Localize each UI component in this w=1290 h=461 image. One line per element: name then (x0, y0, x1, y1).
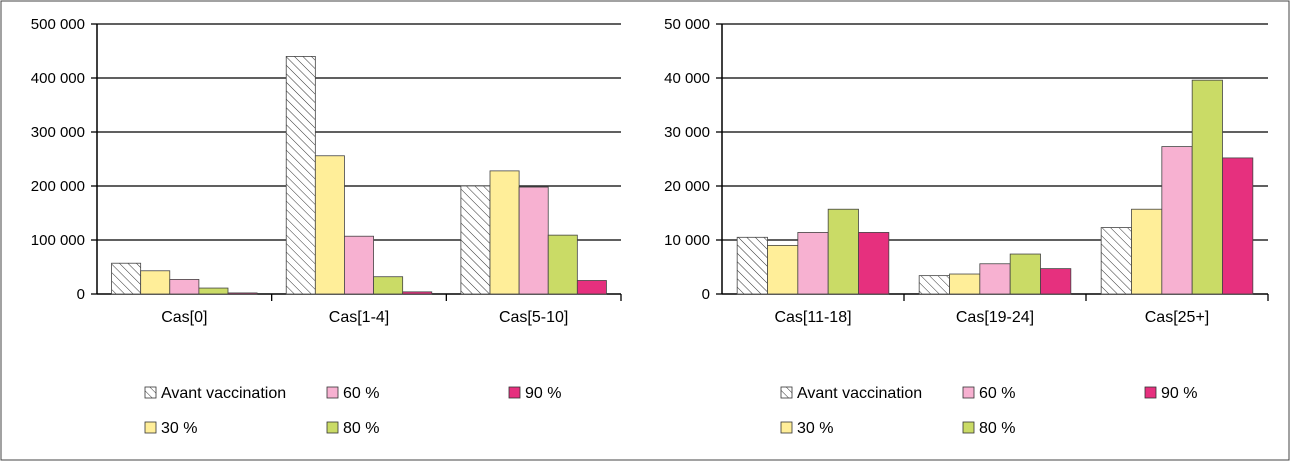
legend-swatch-80 (962, 421, 975, 434)
y-tick-label: 10 000 (664, 232, 710, 249)
legend-swatch-90 (508, 386, 521, 399)
x-category-label: Cas[1-4] (329, 309, 389, 326)
legend-label-80: 80 % (343, 420, 379, 437)
bar-60 (344, 235, 374, 295)
bar-30 (767, 244, 799, 295)
legend-label-80: 80 % (979, 420, 1015, 437)
bar-30 (140, 270, 171, 295)
bar-60 (797, 232, 829, 295)
bar-60 (518, 186, 549, 295)
bar-80 (373, 276, 404, 295)
legend-swatch-60 (326, 386, 339, 399)
legend-swatch-avant-vaccination (780, 386, 793, 399)
legend-swatch-30 (780, 421, 793, 434)
bar-90 (1040, 268, 1072, 295)
bar-90 (858, 232, 890, 295)
legend-label-60: 60 % (979, 385, 1015, 402)
bar-30 (1131, 208, 1163, 295)
y-tick-label: 300 000 (31, 124, 85, 141)
y-tick-label: 500 000 (31, 16, 85, 33)
bar-avant-vaccination (285, 56, 316, 295)
bar-90 (402, 291, 433, 295)
legend-label-30: 30 % (161, 420, 197, 437)
bar-80 (1009, 253, 1041, 295)
bar-90 (1222, 157, 1254, 295)
bar-avant-vaccination (1100, 227, 1132, 295)
y-tick-label: 50 000 (664, 16, 710, 33)
bar-60 (169, 279, 200, 295)
x-category-label: Cas[25+] (1145, 309, 1209, 326)
bar-80 (1191, 79, 1223, 295)
bar-avant-vaccination (111, 262, 142, 295)
y-tick-label: 0 (702, 286, 710, 303)
legend-label-30: 30 % (797, 420, 833, 437)
bar-80 (827, 208, 859, 295)
bar-avant-vaccination (736, 236, 768, 295)
bar-80 (547, 234, 578, 295)
legend-label-90: 90 % (525, 385, 561, 402)
legend-swatch-30 (144, 421, 157, 434)
y-tick-label: 20 000 (664, 178, 710, 195)
chart-panel-2: 0 10 000 20 000 30 000 40 000 50 000 Cas[11-18… (664, 16, 1269, 437)
bar-60 (979, 263, 1011, 295)
y-tick-label: 400 000 (31, 70, 85, 87)
bar-30 (314, 155, 345, 295)
legend-swatch-80 (326, 421, 339, 434)
bar-30 (489, 170, 520, 295)
chart-panel-1: 0 100 000 200 000 300 000 400 000 500 000 Cas[… (31, 16, 622, 437)
bar-90 (227, 292, 258, 295)
legend-label-avant-vaccination: Avant vaccination (797, 385, 922, 402)
y-tick-label: 0 (77, 286, 85, 303)
legend-swatch-60 (962, 386, 975, 399)
bar-30 (949, 273, 981, 295)
y-tick-label: 30 000 (664, 124, 710, 141)
x-category-label: Cas[19-24] (956, 309, 1034, 326)
x-category-label: Cas[5-10] (499, 309, 568, 326)
legend-label-60: 60 % (343, 385, 379, 402)
x-category-label: Cas[0] (161, 309, 207, 326)
bar-60 (1161, 146, 1193, 295)
legend-swatch-90 (1144, 386, 1157, 399)
y-tick-label: 200 000 (31, 178, 85, 195)
legend-swatch-avant-vaccination (144, 386, 157, 399)
x-category-label: Cas[11-18] (774, 309, 851, 326)
bar-80 (198, 287, 229, 295)
bar-90 (576, 280, 607, 295)
y-tick-label: 40 000 (664, 70, 710, 87)
bar-avant-vaccination (460, 185, 491, 295)
y-tick-label: 100 000 (31, 232, 85, 249)
bar-avant-vaccination (918, 275, 950, 295)
legend-label-90: 90 % (1161, 385, 1197, 402)
legend-label-avant-vaccination: Avant vaccination (161, 385, 286, 402)
